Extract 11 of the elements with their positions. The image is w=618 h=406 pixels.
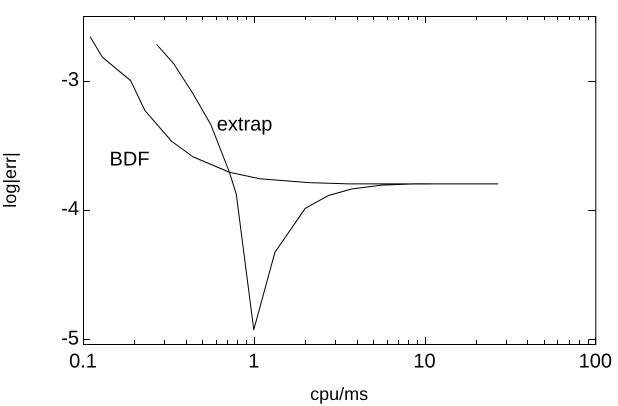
y-axis-title: log|err| [0, 152, 20, 208]
y-tick-label: -5 [61, 327, 79, 350]
y-tick-label: -4 [61, 198, 79, 220]
x-tick-label: 1 [248, 350, 260, 373]
series-label: BDF [110, 148, 150, 170]
x-tick-label: 0.1 [69, 350, 97, 373]
y-tick-label: -3 [61, 69, 79, 92]
series-label: extrap [216, 113, 272, 136]
x-axis-title: cpu/ms [310, 384, 368, 404]
x-tick-label: 10 [413, 350, 436, 373]
x-tick-label: 100 [578, 350, 612, 373]
